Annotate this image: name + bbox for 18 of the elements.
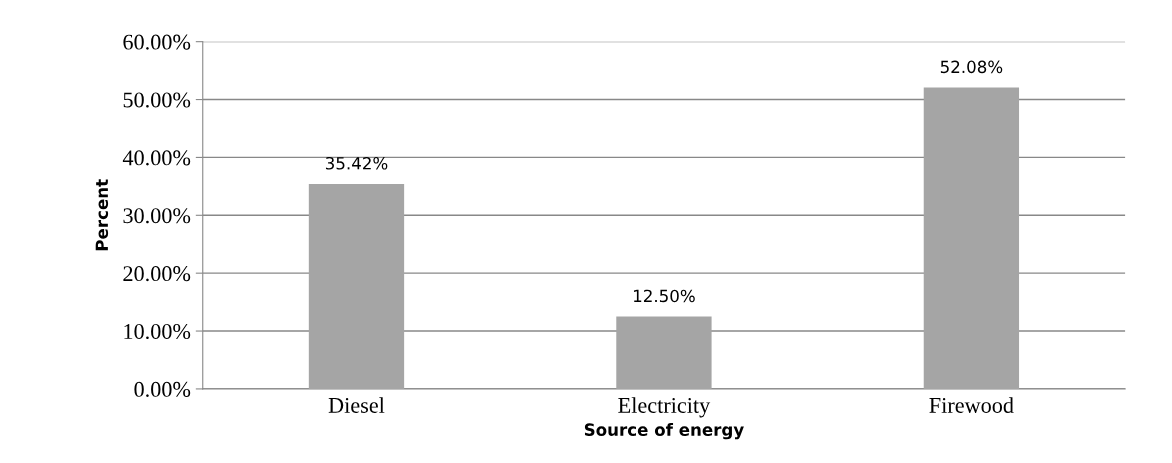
y-tick-label: 60.00% (123, 34, 191, 50)
data-label: 35.42% (325, 156, 388, 170)
bar (923, 87, 1020, 389)
x-tick-label: Diesel (328, 397, 385, 413)
y-tick-label: 40.00% (122, 150, 191, 166)
y-axis-title: Percent (95, 179, 109, 251)
y-tick-label: 30.00% (123, 208, 191, 224)
x-tick-label: Electricity (618, 397, 711, 418)
bar (616, 316, 712, 389)
bar (308, 183, 405, 389)
data-label: 52.08% (940, 60, 1003, 74)
x-axis-title: Source of energy (584, 423, 744, 440)
x-tick-label: Firewood (929, 397, 1014, 413)
y-tick-label: 10.00% (124, 323, 191, 340)
data-label: 12.50% (633, 289, 695, 303)
y-tick-label: 0.00% (134, 381, 191, 397)
y-tick-label: 20.00% (123, 266, 191, 282)
y-tick-label: 50.00% (123, 92, 191, 108)
